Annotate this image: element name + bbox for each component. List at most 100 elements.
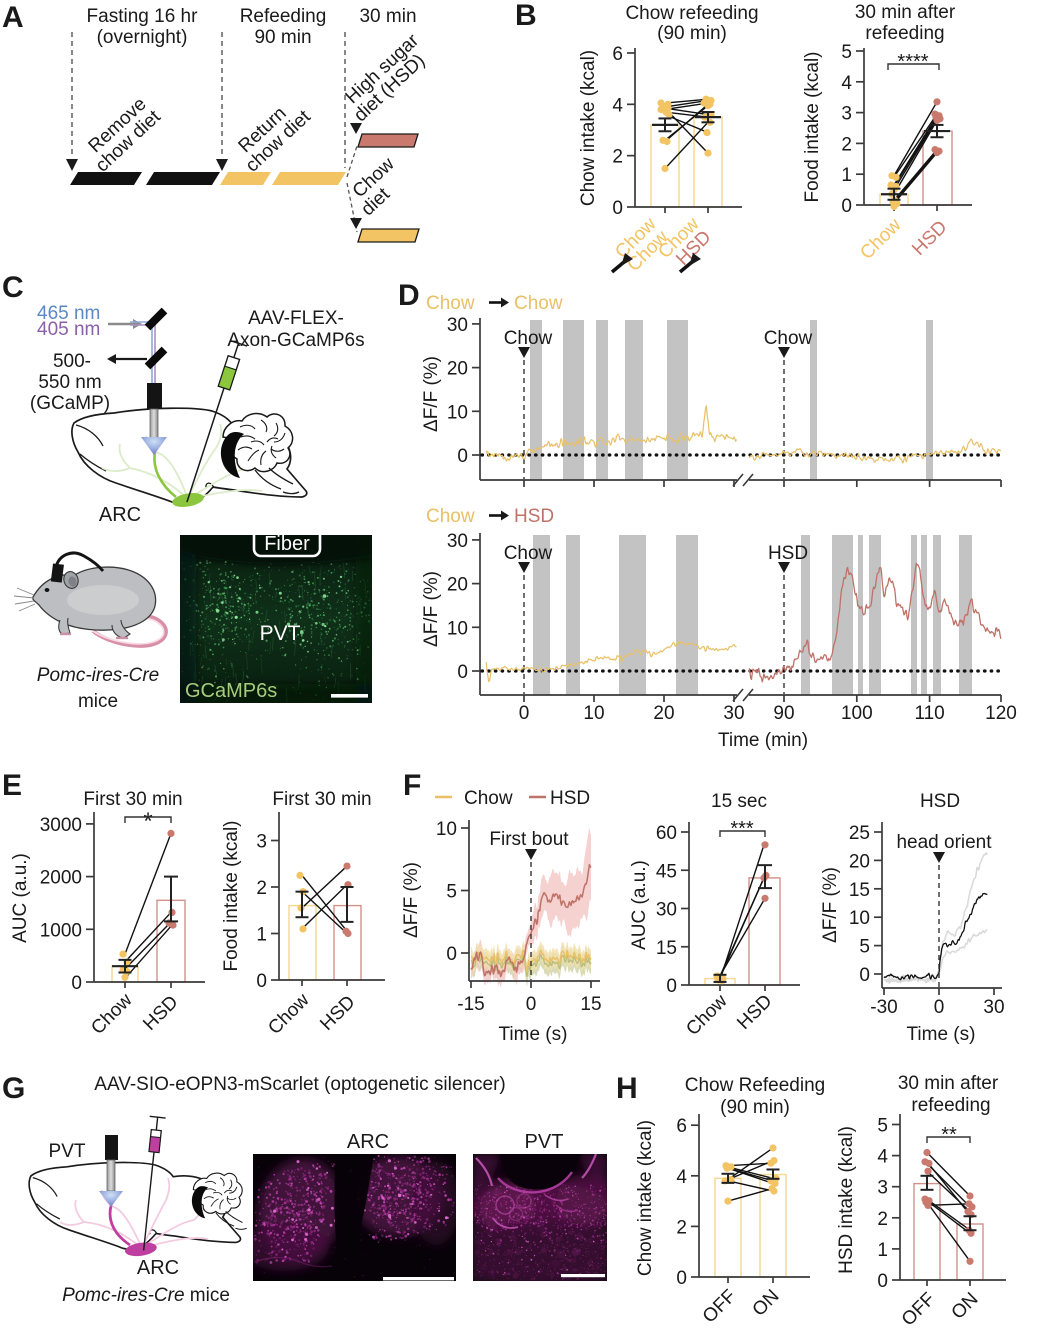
svg-text:Chow: Chow [504, 328, 553, 349]
svg-text:Food intake (kcal): Food intake (kcal) [221, 820, 242, 971]
svg-text:0: 0 [457, 662, 468, 683]
svg-text:2: 2 [877, 1209, 888, 1230]
svg-text:0: 0 [457, 446, 468, 467]
svg-text:5: 5 [877, 1116, 888, 1137]
svg-text:Chow: Chow [464, 788, 513, 809]
svg-text:****: **** [897, 51, 928, 73]
svg-text:HSD: HSD [768, 543, 808, 564]
svg-text:1000: 1000 [40, 920, 82, 941]
svg-text:A: A [2, 1, 24, 34]
svg-text:30: 30 [447, 315, 468, 336]
svg-text:30: 30 [983, 997, 1004, 1018]
svg-text:0: 0 [526, 994, 537, 1015]
svg-text:5: 5 [841, 42, 852, 63]
svg-text:550 nm: 550 nm [38, 372, 101, 393]
svg-text:15: 15 [656, 938, 677, 959]
svg-text:*: * [143, 808, 152, 835]
svg-text:refeeding: refeeding [865, 23, 944, 44]
svg-text:AUC (a.u.): AUC (a.u.) [629, 860, 650, 950]
svg-text:refeeding: refeeding [911, 1095, 990, 1116]
svg-text:Chow: Chow [426, 293, 475, 314]
svg-text:0: 0 [446, 944, 457, 965]
svg-text:Fiber: Fiber [264, 533, 310, 555]
svg-text:First 30 min: First 30 min [83, 789, 182, 810]
svg-text:HSD: HSD [920, 791, 960, 812]
svg-text:0: 0 [666, 976, 677, 997]
svg-text:4: 4 [877, 1147, 888, 1168]
svg-text:3: 3 [256, 832, 267, 853]
svg-text:-30: -30 [870, 997, 897, 1018]
svg-text:Chow Refeeding: Chow Refeeding [685, 1075, 825, 1096]
svg-text:C: C [2, 271, 24, 304]
svg-text:AUC (a.u.): AUC (a.u.) [10, 853, 31, 943]
svg-text:(90 min): (90 min) [657, 23, 727, 44]
svg-text:45: 45 [656, 861, 677, 882]
svg-text:3000: 3000 [40, 815, 82, 836]
svg-text:30: 30 [656, 900, 677, 921]
svg-text:2000: 2000 [40, 868, 82, 889]
svg-text:0: 0 [519, 703, 530, 724]
svg-text:D: D [398, 279, 420, 312]
svg-text:6: 6 [612, 44, 623, 65]
svg-text:0: 0 [256, 971, 267, 992]
svg-text:2: 2 [676, 1217, 687, 1238]
svg-text:2: 2 [841, 134, 852, 155]
svg-text:(GCaMP): (GCaMP) [30, 393, 110, 414]
svg-text:0: 0 [841, 196, 852, 217]
svg-text:ΔF/F (%): ΔF/F (%) [820, 867, 841, 943]
svg-text:0: 0 [676, 1268, 687, 1289]
svg-text:H: H [616, 1072, 638, 1105]
svg-text:PVT: PVT [49, 1141, 86, 1162]
svg-text:30 min: 30 min [359, 6, 416, 27]
svg-text:10: 10 [447, 618, 468, 639]
svg-text:1: 1 [256, 925, 267, 946]
svg-text:Pomc-ires-Cre mice: Pomc-ires-Cre mice [62, 1285, 230, 1306]
svg-text:Pomc-ires-Cre: Pomc-ires-Cre [37, 665, 159, 686]
svg-text:ΔF/F (%): ΔF/F (%) [401, 862, 422, 938]
svg-text:Time (min): Time (min) [718, 730, 808, 751]
svg-text:4: 4 [612, 95, 623, 116]
svg-text:HSD intake (kcal): HSD intake (kcal) [836, 1126, 857, 1274]
svg-text:3: 3 [841, 104, 852, 125]
svg-text:**: ** [941, 1124, 957, 1146]
svg-text:ΔF/F (%): ΔF/F (%) [421, 356, 442, 432]
svg-text:Refeeding: Refeeding [240, 6, 327, 27]
svg-text:0: 0 [877, 1271, 888, 1292]
svg-text:4: 4 [676, 1167, 687, 1188]
svg-text:5: 5 [859, 937, 870, 958]
svg-text:5: 5 [446, 882, 457, 903]
svg-text:120: 120 [985, 703, 1017, 724]
svg-text:AAV-SIO-eOPN3-mScarlet (optoge: AAV-SIO-eOPN3-mScarlet (optogenetic sile… [94, 1074, 505, 1095]
svg-text:Chow: Chow [764, 328, 813, 349]
svg-text:Fasting 16 hr: Fasting 16 hr [87, 6, 199, 27]
svg-text:10: 10 [583, 703, 604, 724]
svg-text:6: 6 [676, 1116, 687, 1137]
svg-text:Chow intake (kcal): Chow intake (kcal) [578, 50, 599, 206]
svg-text:Time (s): Time (s) [499, 1024, 568, 1045]
svg-text:60: 60 [656, 823, 677, 844]
svg-text:GCaMP6s: GCaMP6s [185, 680, 277, 702]
svg-text:25: 25 [849, 823, 870, 844]
svg-text:ARC: ARC [347, 1131, 389, 1153]
svg-text:30: 30 [447, 531, 468, 552]
svg-text:Food intake (kcal): Food intake (kcal) [802, 51, 823, 202]
svg-text:15: 15 [580, 994, 601, 1015]
svg-text:20: 20 [849, 851, 870, 872]
svg-text:F: F [403, 769, 421, 802]
svg-text:30 min after: 30 min after [898, 1073, 999, 1094]
svg-text:(overnight): (overnight) [97, 27, 188, 48]
svg-text:ARC: ARC [137, 1257, 179, 1279]
svg-text:0: 0 [71, 973, 82, 994]
svg-text:AAV-FLEX-: AAV-FLEX- [248, 308, 344, 329]
svg-text:20: 20 [447, 575, 468, 596]
svg-text:PVT: PVT [525, 1131, 564, 1153]
svg-text:(90 min): (90 min) [720, 1097, 790, 1118]
svg-text:30: 30 [723, 703, 744, 724]
svg-text:20: 20 [653, 703, 674, 724]
svg-text:ΔF/F (%): ΔF/F (%) [421, 571, 442, 647]
svg-text:Chow intake (kcal): Chow intake (kcal) [635, 1120, 656, 1276]
svg-text:First 30 min: First 30 min [272, 789, 371, 810]
svg-text:1: 1 [877, 1240, 888, 1261]
svg-text:0: 0 [859, 965, 870, 986]
svg-text:PVT: PVT [260, 622, 301, 645]
